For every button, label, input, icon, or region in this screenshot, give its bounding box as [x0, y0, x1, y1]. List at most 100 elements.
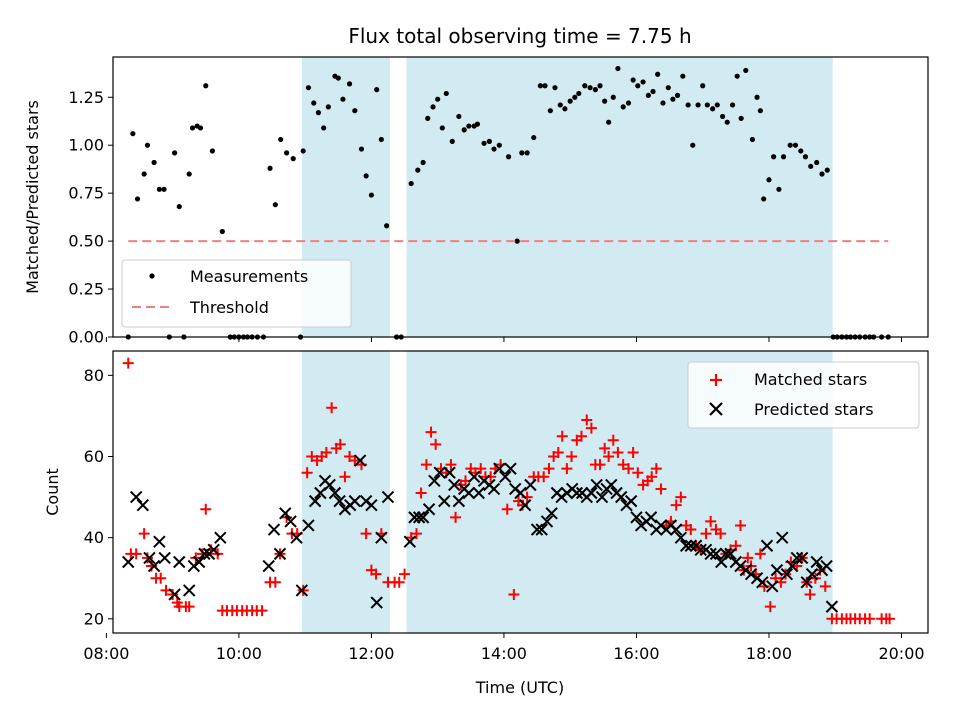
predicted-stars-point [535, 523, 548, 536]
measurement-point [267, 165, 273, 171]
measurement-point [655, 71, 661, 77]
predicted-stars-point [540, 515, 554, 528]
measurement-point [749, 136, 756, 143]
measurement-point [189, 125, 196, 131]
predicted-stars-point [207, 543, 220, 557]
predicted-stars-point [308, 494, 322, 508]
x-tick-label: 12:00 [348, 644, 394, 663]
measurement-point [719, 113, 726, 120]
matched-stars-point [399, 568, 411, 580]
count-legend: Matched stars Predicted stars [687, 361, 920, 429]
matched-stars-point [420, 459, 432, 471]
measurement-point [542, 83, 548, 89]
measurement-point [757, 108, 763, 114]
measurement-point [363, 173, 369, 179]
measurement-point [635, 83, 641, 89]
matched-stars-point [742, 552, 754, 564]
measurement-point [219, 228, 225, 235]
ratio-y-label: Matched/Predicted stars [23, 100, 42, 294]
matched-stars-point [445, 459, 457, 471]
predicted-stars-point [585, 486, 598, 500]
matched-stars-point [349, 455, 361, 467]
measurement-point [754, 94, 760, 100]
measurement-point [630, 77, 636, 83]
x-tick-label: 10:00 [216, 644, 262, 663]
predicted-stars-point [365, 498, 378, 512]
measurement-point [761, 196, 767, 202]
predicted-stars-point [800, 576, 813, 589]
matched-stars-point [256, 605, 268, 617]
predicted-stars-point [403, 535, 417, 548]
predicted-stars-point [674, 531, 688, 544]
measurement-point [714, 102, 720, 108]
measurement-point [161, 186, 167, 192]
x-tick-label: 20:00 [878, 644, 924, 663]
measurement-point [787, 142, 793, 148]
measurement-point [650, 88, 656, 95]
predicted-stars-point [504, 462, 517, 475]
x-axis-label: Time (UTC) [475, 678, 564, 697]
predicted-stars-point [684, 539, 697, 552]
predicted-stars-point [805, 567, 819, 581]
predicted-stars-point [605, 478, 618, 492]
predicted-stars-point [719, 547, 733, 561]
matched-stars-point [370, 568, 382, 580]
matched-stars-point [650, 463, 662, 475]
predicted-stars-point [545, 507, 558, 520]
predicted-stars-point [624, 494, 638, 508]
matched-legend-marker [710, 374, 722, 386]
measurement-point [514, 238, 520, 244]
predicted-stars-point [766, 580, 779, 593]
matched-stars-point [410, 528, 422, 540]
measurement-point [567, 98, 573, 104]
measurement-point [144, 142, 151, 148]
predicted-stars-point [487, 482, 501, 496]
measurement-point [134, 196, 141, 202]
chart-title: Flux total observing time = 7.75 h [348, 24, 691, 48]
matched-stars-point [200, 503, 212, 515]
matched-stars-point [183, 601, 195, 613]
predicted-stars-point [462, 486, 476, 500]
matched-stars-point [655, 483, 667, 495]
observing-window-band [406, 57, 833, 337]
measurement-point [408, 180, 414, 187]
matched-stars-point [141, 552, 153, 564]
predicted-stars-point [143, 551, 156, 565]
predicted-stars-point [780, 567, 794, 581]
predicted-stars-point [122, 555, 135, 569]
y-tick-label: 0.25 [68, 280, 104, 299]
measurement-point [606, 119, 612, 125]
measurement-point [325, 104, 331, 110]
predicted-stars-point [262, 559, 275, 573]
predicted-stars-point [530, 523, 544, 536]
matched-stars-point [804, 588, 816, 600]
measurement-point [486, 138, 492, 144]
y-tick-label: 0.00 [68, 328, 104, 347]
observing-window-band [301, 351, 390, 633]
matched-stars-point [705, 515, 717, 527]
predicted-stars-point [590, 478, 603, 492]
measurement-point [378, 136, 384, 143]
x-tick-label: 08:00 [83, 644, 129, 663]
measurement-point [808, 163, 814, 169]
measurement-point [587, 85, 593, 91]
measurement-point [680, 73, 686, 79]
matched-stars-point [884, 613, 896, 625]
predicted-stars-point [267, 523, 281, 536]
predicted-stars-point [416, 511, 430, 524]
measurement-point [645, 92, 651, 98]
predicted-stars-point [679, 539, 693, 552]
measurement-point [602, 98, 608, 104]
measurement-point [738, 115, 744, 121]
predicted-stars-point [273, 547, 287, 561]
matched-stars-point [632, 467, 644, 479]
ratio-axes-frame [112, 56, 929, 338]
predicted-stars-point [448, 478, 461, 492]
y-tick-label: 80 [84, 366, 104, 385]
measurement-point [481, 140, 487, 146]
predicted-stars-point [514, 486, 527, 500]
y-tick-label: 60 [84, 447, 104, 466]
measurement-point [610, 94, 616, 100]
matched-stars-point [594, 459, 606, 471]
predicted-stars-point [709, 547, 723, 561]
